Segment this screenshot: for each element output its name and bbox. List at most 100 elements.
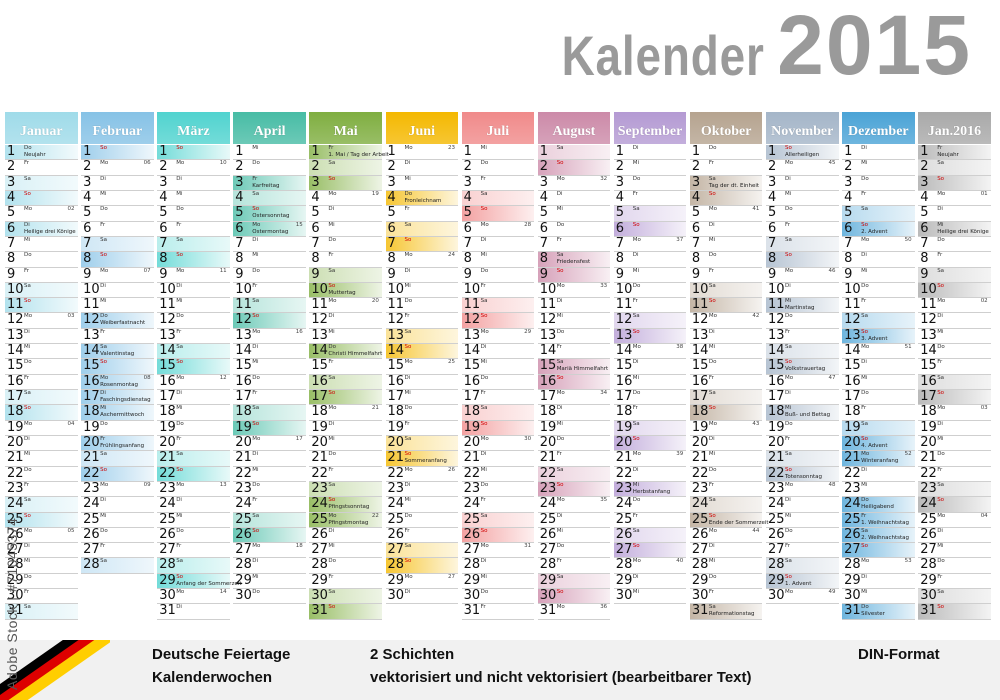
day-number: 12 bbox=[387, 312, 405, 328]
weekday-label: Sa bbox=[24, 604, 31, 611]
weekday-label: So bbox=[176, 145, 184, 151]
weekday-label: Do bbox=[480, 481, 489, 488]
day-cell: 27 So bbox=[842, 542, 915, 559]
day-number: 3 bbox=[311, 174, 320, 190]
day-number: 24 bbox=[768, 496, 785, 512]
weekday-label: So bbox=[785, 573, 792, 580]
weekday-label: Mo bbox=[404, 359, 413, 366]
day-cell: 5 Do bbox=[81, 205, 154, 222]
day-cell: 30 Di bbox=[385, 588, 458, 605]
month-header: Juli bbox=[461, 112, 535, 144]
day-number: 24 bbox=[615, 496, 633, 512]
day-cell: 16 Di bbox=[385, 374, 458, 390]
weekday-label: Mo bbox=[632, 558, 641, 565]
day-number: 25 bbox=[7, 511, 24, 527]
weekday-label: Fr bbox=[861, 298, 867, 305]
weekday-label: Sa bbox=[785, 558, 792, 565]
weekday-label: Do bbox=[937, 344, 945, 351]
day-number: 30 bbox=[463, 588, 481, 604]
day-number: 12 bbox=[83, 312, 100, 328]
weekday-label: Fr bbox=[632, 298, 638, 305]
holiday-label: Totensonntag bbox=[785, 473, 823, 480]
week-number: 41 bbox=[752, 206, 760, 213]
day-number: 6 bbox=[768, 220, 777, 236]
weekday-label: So bbox=[252, 206, 260, 213]
weekday-label: Fr bbox=[556, 451, 562, 458]
day-cell: 24 Fr bbox=[233, 496, 306, 513]
day-cell: 18 Fr bbox=[613, 404, 687, 421]
day-number: 9 bbox=[387, 266, 396, 282]
weekday-label: Mi bbox=[24, 236, 31, 243]
weekday-label: Di bbox=[328, 206, 335, 213]
day-cell: 18 So bbox=[5, 404, 78, 421]
weekday-label: So bbox=[785, 359, 792, 366]
day-number: 22 bbox=[387, 465, 405, 481]
weekday-label: Mo bbox=[100, 267, 109, 274]
day-cell: 30 Mi bbox=[842, 588, 915, 605]
day-cell: 20 Fr bbox=[157, 435, 230, 452]
day-number: 30 bbox=[387, 588, 405, 604]
day-cell: 5 Sa bbox=[613, 205, 687, 222]
day-number: 6 bbox=[235, 220, 244, 236]
day-number: 18 bbox=[920, 404, 937, 420]
weekday-label: Mi bbox=[785, 512, 792, 519]
day-number: 28 bbox=[387, 557, 405, 573]
holiday-label: Valentinstag bbox=[100, 351, 135, 358]
day-number: 17 bbox=[235, 389, 252, 404]
day-number: 1 bbox=[920, 144, 929, 159]
day-cell: 10 Di bbox=[81, 282, 154, 299]
title-year: 2015 bbox=[777, 0, 972, 92]
day-cell: 9 Mo 46 bbox=[766, 267, 839, 283]
weekday-label: So bbox=[404, 558, 412, 565]
day-number: 21 bbox=[615, 450, 633, 466]
weekday-label: Mo bbox=[328, 190, 337, 197]
weekday-label: Mi bbox=[708, 451, 716, 458]
weekday-label: Mo bbox=[252, 435, 261, 442]
day-cell: 27 Mi bbox=[918, 542, 991, 559]
day-number: 17 bbox=[311, 389, 328, 404]
weekday-label: Fr bbox=[861, 405, 867, 412]
weekday-label: Mo bbox=[556, 497, 565, 504]
day-cell: 14 Do bbox=[918, 343, 991, 360]
weekday-label: Do bbox=[785, 420, 793, 427]
day-cell: 30 Mo 49 bbox=[766, 588, 839, 605]
holiday-label: Herbstanfang bbox=[632, 488, 671, 495]
day-cell: 24 Mo 35 bbox=[537, 496, 611, 513]
week-number: 40 bbox=[676, 558, 684, 565]
day-number: 22 bbox=[539, 465, 557, 481]
day-number: 22 bbox=[691, 465, 709, 481]
weekday-label: Sa bbox=[708, 282, 716, 289]
day-cell: 22 Do bbox=[5, 466, 78, 482]
day-cell: 12 Do bbox=[766, 312, 839, 329]
weekday-label: Do bbox=[480, 160, 489, 167]
weekday-label: Do bbox=[632, 390, 641, 396]
day-cell: 11 Mo 20 bbox=[309, 297, 382, 314]
weekday-label: Sa bbox=[404, 543, 412, 550]
day-cell: 7 So bbox=[385, 236, 458, 253]
weekday-label: Di bbox=[404, 481, 411, 488]
day-number: 15 bbox=[311, 358, 328, 374]
day-number: 3 bbox=[920, 174, 929, 190]
weekday-label: Sa bbox=[708, 604, 716, 611]
day-cell: 18 Do bbox=[385, 404, 458, 421]
day-cell: 27 Fr bbox=[81, 542, 154, 559]
weekday-label: Mo bbox=[632, 451, 641, 458]
day-number: 22 bbox=[159, 465, 176, 481]
weekday-label: Mo bbox=[480, 221, 489, 228]
day-cell: 10 So bbox=[918, 282, 991, 299]
day-cell: 22 Fr bbox=[309, 466, 382, 482]
day-cell: 22 Mi bbox=[461, 466, 535, 482]
day-cell: 29 So 1. Advent bbox=[766, 573, 839, 590]
day-number: 10 bbox=[463, 281, 481, 297]
day-number: 12 bbox=[235, 312, 252, 328]
day-cell: 9 Do bbox=[233, 267, 306, 283]
day-number: 30 bbox=[235, 588, 252, 604]
weekday-label: Mi bbox=[861, 481, 868, 488]
weekday-label: Mi bbox=[861, 589, 868, 596]
holiday-label: Christi Himmelfahrt bbox=[328, 351, 383, 358]
day-cell: 14 Sa bbox=[766, 343, 839, 360]
day-number: 5 bbox=[83, 205, 92, 221]
day-cell: 20 Fr bbox=[766, 435, 839, 452]
week-number: 03 bbox=[67, 313, 75, 320]
day-cell: 5 So Ostersonntag bbox=[233, 205, 306, 222]
